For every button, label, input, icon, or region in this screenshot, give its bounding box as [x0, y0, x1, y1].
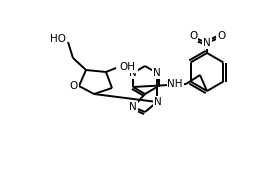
Text: O: O — [217, 31, 225, 41]
Text: N: N — [129, 68, 137, 78]
Text: O: O — [189, 31, 197, 41]
Text: NH: NH — [168, 79, 183, 89]
Text: N: N — [153, 68, 161, 78]
Text: N: N — [129, 102, 137, 112]
Text: N: N — [203, 38, 211, 48]
Text: N: N — [154, 97, 162, 107]
Text: O: O — [70, 81, 78, 91]
Text: HO: HO — [50, 34, 66, 44]
Text: OH: OH — [119, 62, 135, 72]
